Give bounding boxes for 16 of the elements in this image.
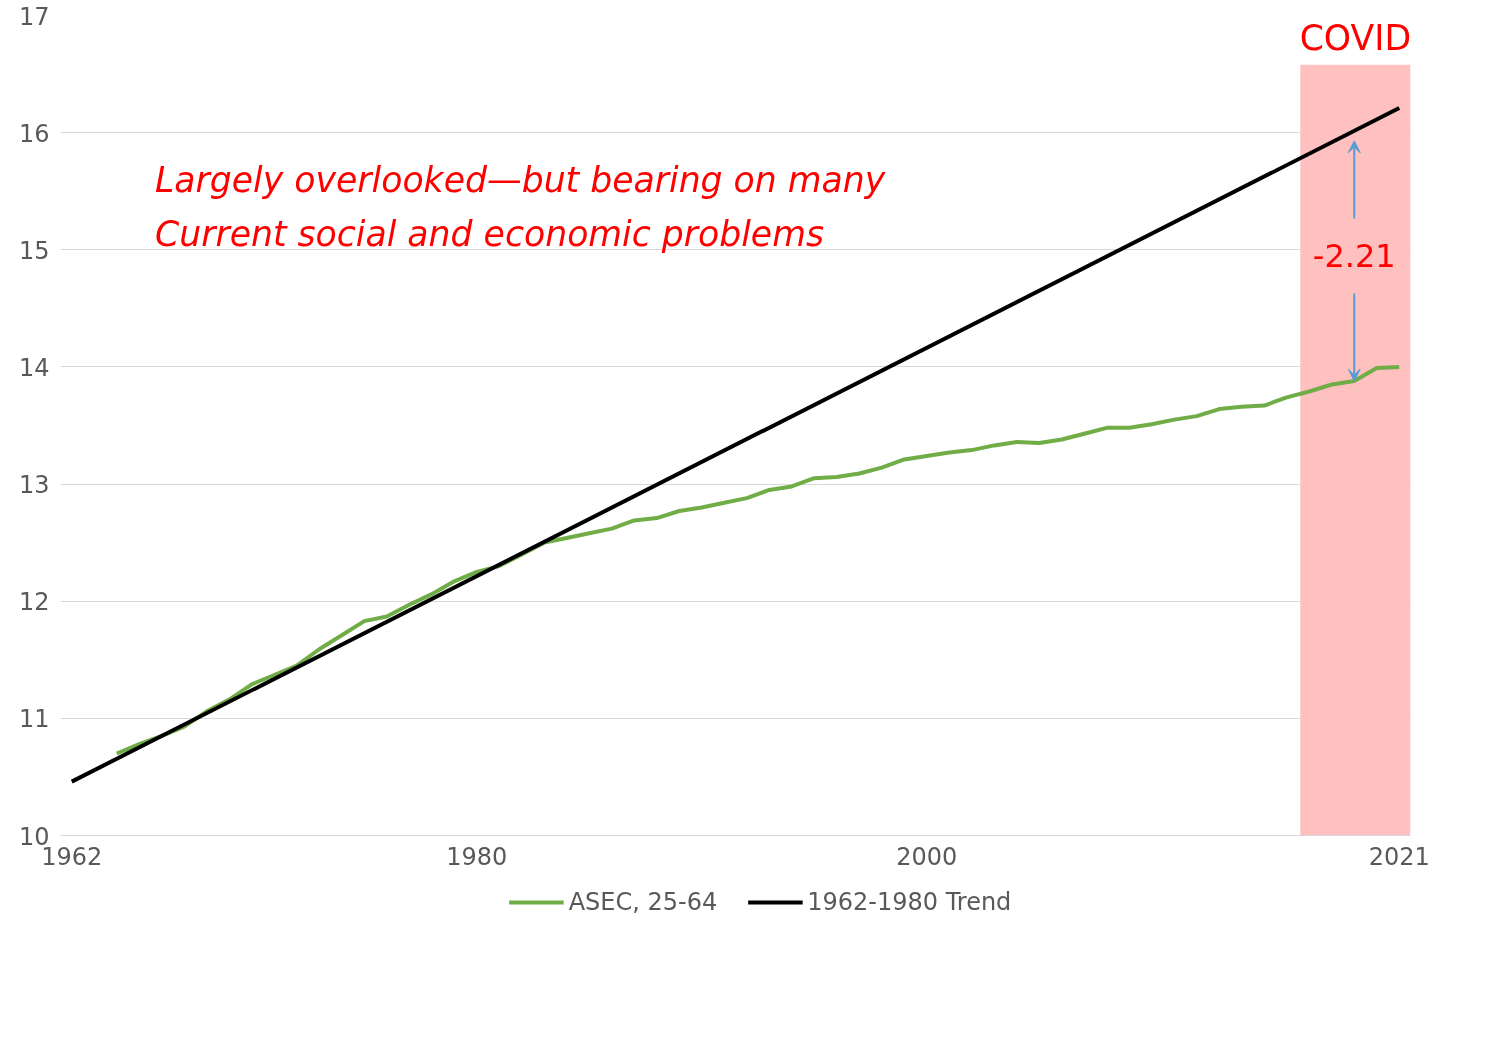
annotation: -2.21 [1312,237,1396,276]
x-tick-label: 2021 [1368,842,1430,871]
legend-label: 1962-1980 Trend [807,888,1012,916]
y-tick-label: 13 [18,471,50,500]
x-tick-label: 1980 [446,842,508,871]
y-tick-label: 16 [18,119,50,148]
x-tick-label: 2000 [896,842,958,871]
band-label: COVID [1299,17,1412,58]
legend-label: ASEC, 25-64 [568,888,718,916]
y-tick-label: 12 [18,588,50,617]
annotation: Largely overlooked—but bearing on many [155,159,886,200]
y-tick-label: 11 [18,705,50,734]
y-tick-label: 17 [18,2,50,31]
y-tick-label: 14 [18,353,50,382]
y-tick-label: 15 [18,236,50,265]
annotation: Current social and economic problems [155,213,825,254]
